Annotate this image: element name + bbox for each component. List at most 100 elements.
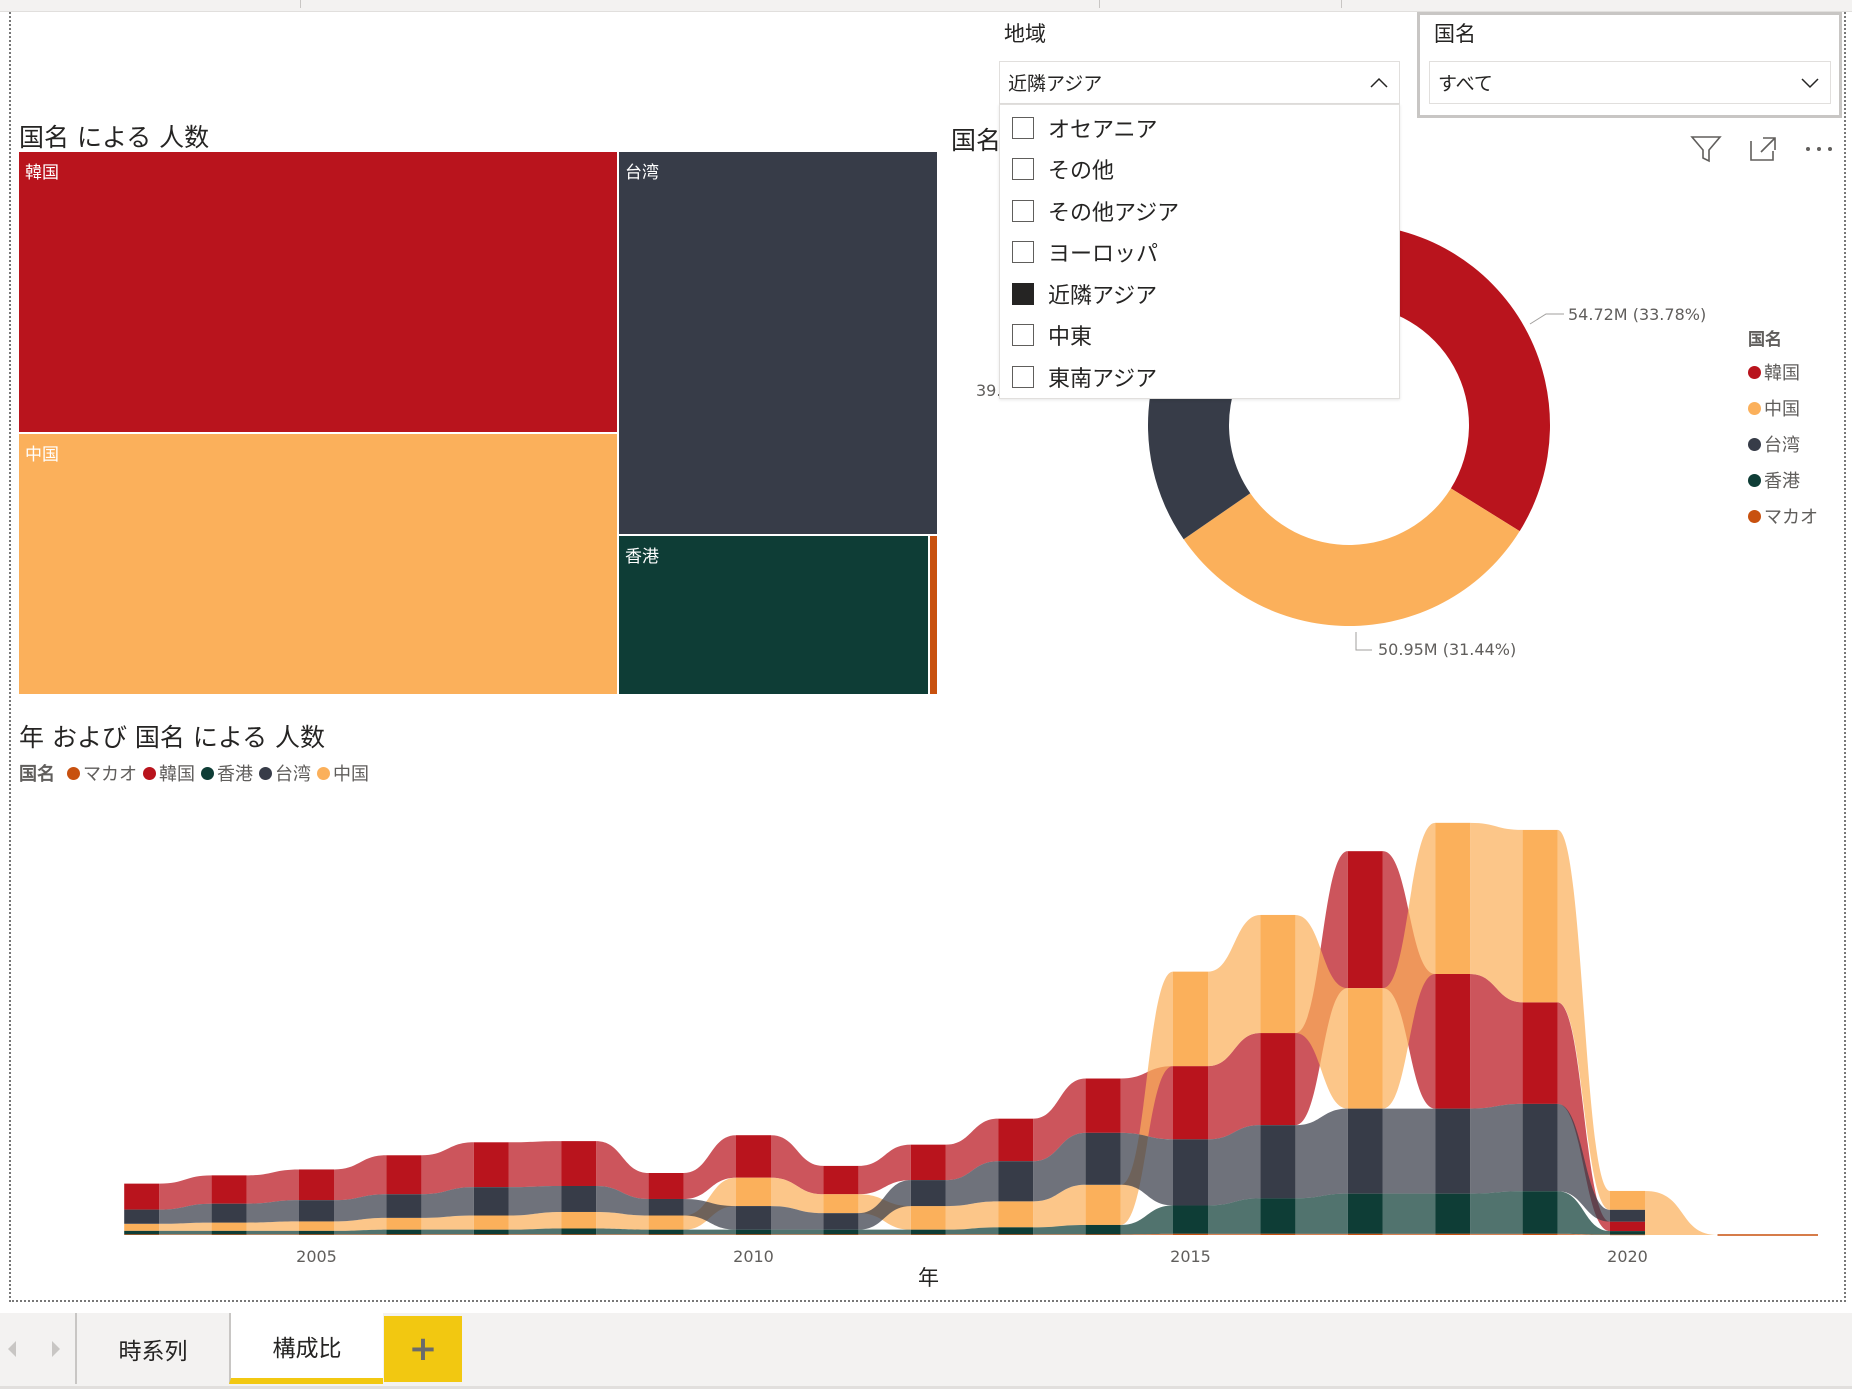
- checkbox[interactable]: [1012, 158, 1034, 181]
- treemap-tile-taiwan[interactable]: 台湾: [619, 152, 937, 534]
- ribbon-column-segment[interactable]: [1610, 1221, 1645, 1232]
- legend-item[interactable]: 中国: [317, 760, 369, 786]
- region-option[interactable]: その他: [1000, 149, 1399, 191]
- region-option[interactable]: 中東: [1000, 315, 1399, 357]
- treemap-tile-china[interactable]: 中国: [19, 434, 617, 694]
- ribbon-column-segment[interactable]: [1435, 1108, 1471, 1194]
- filter-icon[interactable]: [1690, 134, 1722, 164]
- ribbon-column-segment[interactable]: [386, 1234, 422, 1235]
- ribbon-column-segment[interactable]: [1610, 1234, 1645, 1236]
- ribbon-column-segment[interactable]: [386, 1229, 422, 1235]
- tab-composition[interactable]: 構成比: [229, 1313, 383, 1384]
- ribbon-column-segment[interactable]: [124, 1230, 160, 1235]
- ribbon-column-segment[interactable]: [1347, 851, 1383, 989]
- ribbon-column-segment[interactable]: [1085, 1234, 1121, 1235]
- ribbon-column-segment[interactable]: [1260, 1033, 1296, 1126]
- ribbon-column-segment[interactable]: [1435, 973, 1471, 1109]
- donut-slice[interactable]: [1183, 488, 1520, 626]
- ribbon-column-segment[interactable]: [736, 1229, 771, 1235]
- ribbon-column-segment[interactable]: [910, 1206, 946, 1230]
- region-option[interactable]: 東南アジア: [1000, 356, 1399, 398]
- ribbon-column-segment[interactable]: [998, 1161, 1034, 1202]
- legend-item[interactable]: マカオ: [67, 760, 137, 786]
- country-dropdown[interactable]: すべて: [1429, 61, 1831, 104]
- checkbox[interactable]: [1012, 116, 1034, 139]
- ribbon-column-segment[interactable]: [386, 1194, 422, 1218]
- ribbon-column-segment[interactable]: [910, 1229, 946, 1235]
- treemap-tile-macao[interactable]: [930, 536, 937, 694]
- ribbon-column-segment[interactable]: [1085, 1224, 1121, 1235]
- region-option[interactable]: ヨーロッパ: [1000, 232, 1399, 274]
- legend-item[interactable]: 台湾: [259, 760, 311, 786]
- ribbon-column-segment[interactable]: [1260, 1233, 1296, 1235]
- region-option[interactable]: 近隣アジア: [1000, 273, 1399, 315]
- legend-item[interactable]: 香港: [201, 760, 253, 786]
- ribbon-column-segment[interactable]: [648, 1198, 684, 1216]
- ribbon-column-segment[interactable]: [1435, 822, 1471, 974]
- ribbon-column-segment[interactable]: [1173, 1233, 1208, 1235]
- ribbon-column-segment[interactable]: [386, 1155, 422, 1195]
- checkbox[interactable]: [1012, 324, 1034, 347]
- treemap-tile-korea[interactable]: 韓国: [19, 152, 617, 432]
- ribbon-column-segment[interactable]: [648, 1234, 684, 1235]
- ribbon-column-segment[interactable]: [1173, 971, 1208, 1067]
- ribbon-column-segment[interactable]: [299, 1234, 334, 1235]
- ribbon-column-segment[interactable]: [1347, 1193, 1383, 1234]
- ribbon-column-segment[interactable]: [211, 1203, 247, 1223]
- ribbon-column-segment[interactable]: [1347, 1108, 1383, 1194]
- ribbon-column-segment[interactable]: [299, 1169, 334, 1201]
- ribbon-column-segment[interactable]: [473, 1215, 509, 1230]
- ribbon-column-segment[interactable]: [561, 1141, 597, 1186]
- legend-item[interactable]: 香港: [1748, 462, 1818, 498]
- country-slicer-selection-frame[interactable]: [1417, 12, 1842, 118]
- ribbon-column-segment[interactable]: [473, 1142, 509, 1188]
- ribbon-column-segment[interactable]: [211, 1234, 247, 1235]
- ribbon-column-segment[interactable]: [998, 1234, 1034, 1235]
- scroll-left-icon[interactable]: [6, 1339, 18, 1359]
- ribbon-column-segment[interactable]: [473, 1234, 509, 1235]
- ribbon-column-segment[interactable]: [1522, 1103, 1558, 1192]
- ribbon-column-segment[interactable]: [124, 1183, 160, 1210]
- ribbon-column-segment[interactable]: [648, 1229, 684, 1235]
- ribbon-column-segment[interactable]: [823, 1213, 859, 1230]
- ribbon-column-segment[interactable]: [648, 1172, 684, 1199]
- ribbon-column-segment[interactable]: [1435, 1193, 1471, 1234]
- ribbon-column-segment[interactable]: [1260, 1125, 1296, 1199]
- ribbon-column-segment[interactable]: [823, 1165, 859, 1195]
- ribbon-column-segment[interactable]: [1522, 1233, 1558, 1235]
- region-option[interactable]: オセアニア: [1000, 107, 1399, 149]
- ribbon-column-segment[interactable]: [1522, 1191, 1558, 1234]
- ribbon-column-segment[interactable]: [1085, 1184, 1121, 1225]
- ribbon-column-segment[interactable]: [823, 1234, 859, 1235]
- ribbon-column-segment[interactable]: [1610, 1209, 1645, 1222]
- ribbon-column-segment[interactable]: [998, 1227, 1034, 1235]
- ribbon-column-segment[interactable]: [299, 1230, 334, 1235]
- ribbon-column-segment[interactable]: [1260, 1198, 1296, 1234]
- checkbox[interactable]: [1012, 282, 1034, 305]
- ribbon-column-segment[interactable]: [736, 1234, 771, 1235]
- ribbon-column-segment[interactable]: [998, 1118, 1034, 1162]
- ribbon-column-segment[interactable]: [1173, 1066, 1208, 1140]
- ribbon-column-segment[interactable]: [823, 1229, 859, 1235]
- ribbon-column-segment[interactable]: [823, 1194, 859, 1214]
- ribbon-column-segment[interactable]: [299, 1200, 334, 1222]
- ribbon-column-segment[interactable]: [910, 1180, 946, 1207]
- legend-item[interactable]: マカオ: [1748, 498, 1818, 534]
- checkbox[interactable]: [1012, 241, 1034, 264]
- ribbon-column-segment[interactable]: [736, 1206, 771, 1230]
- legend-item[interactable]: 韓国: [1748, 354, 1818, 390]
- ribbon-column-segment[interactable]: [211, 1222, 247, 1231]
- checkbox[interactable]: [1012, 365, 1034, 388]
- ribbon-column-segment[interactable]: [124, 1223, 160, 1231]
- ribbon-column-segment[interactable]: [910, 1234, 946, 1235]
- ribbon-column-segment[interactable]: [561, 1228, 597, 1235]
- ribbon-column-segment[interactable]: [998, 1201, 1034, 1228]
- ribbon-column-segment[interactable]: [1347, 1233, 1383, 1235]
- ribbon-column-segment[interactable]: [1085, 1132, 1121, 1185]
- legend-item[interactable]: 中国: [1748, 390, 1818, 426]
- treemap-tile-hongkong[interactable]: 香港: [619, 536, 928, 694]
- focus-mode-icon[interactable]: [1748, 135, 1778, 163]
- region-dropdown[interactable]: 近隣アジア: [999, 61, 1400, 104]
- ribbon-column-segment[interactable]: [648, 1215, 684, 1230]
- ribbon-column-segment[interactable]: [211, 1175, 247, 1204]
